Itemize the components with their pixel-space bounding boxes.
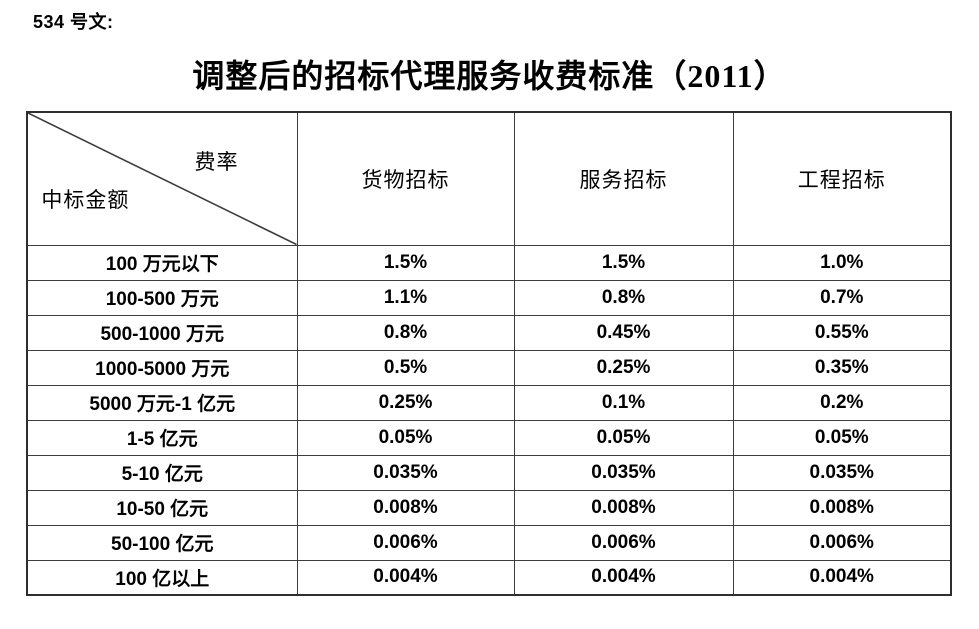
row-label: 100 万元以下 (26, 244, 298, 281)
row-label: 50-100 亿元 (26, 524, 298, 561)
doc-number-label: 534 号文: (33, 12, 114, 32)
rate-cell: 0.008% (513, 489, 734, 526)
corner-label-rate: 费率 (194, 149, 239, 174)
rate-cell: 0.25% (296, 384, 515, 421)
column-header-goods: 货物招标 (296, 111, 515, 246)
row-label: 1-5 亿元 (26, 419, 298, 456)
rate-cell: 0.05% (513, 419, 734, 456)
row-label: 100 亿以上 (26, 559, 298, 596)
corner-label-amount: 中标金额 (41, 188, 130, 212)
table-row: 1000-5000 万元 0.5% 0.25% 0.35% (26, 349, 952, 386)
rate-cell: 0.35% (732, 349, 952, 386)
rate-cell: 0.008% (296, 489, 515, 526)
table-row: 100 亿以上 0.004% 0.004% 0.004% (26, 559, 952, 596)
column-header-works: 工程招标 (732, 111, 952, 246)
rate-cell: 1.5% (513, 244, 734, 281)
fee-rate-table: 费率 中标金额 货物招标 服务招标 工程招标 100 万元以下 1.5% 1.5… (26, 111, 952, 596)
rate-cell: 0.25% (513, 349, 734, 386)
corner-cell: 费率 中标金额 (26, 111, 298, 246)
rate-cell: 0.05% (296, 419, 515, 456)
rate-cell: 0.45% (513, 314, 734, 351)
row-label: 100-500 万元 (26, 279, 298, 316)
rate-cell: 0.008% (732, 489, 952, 526)
rate-cell: 0.7% (732, 279, 952, 316)
row-label: 500-1000 万元 (26, 314, 298, 351)
row-label: 5-10 亿元 (26, 454, 298, 491)
rate-cell: 1.0% (732, 244, 952, 281)
table-row: 10-50 亿元 0.008% 0.008% 0.008% (26, 489, 952, 526)
rate-cell: 0.1% (513, 384, 734, 421)
rate-cell: 0.035% (513, 454, 734, 491)
table-row: 100-500 万元 1.1% 0.8% 0.7% (26, 279, 952, 316)
rate-cell: 0.8% (296, 314, 515, 351)
rate-cell: 0.004% (732, 559, 952, 596)
table-row: 1-5 亿元 0.05% 0.05% 0.05% (26, 419, 952, 456)
rate-cell: 0.8% (513, 279, 734, 316)
page-title: 调整后的招标代理服务收费标准（2011） (192, 58, 787, 94)
table-row: 500-1000 万元 0.8% 0.45% 0.55% (26, 314, 952, 351)
row-label: 5000 万元-1 亿元 (26, 384, 298, 421)
row-label: 10-50 亿元 (26, 489, 298, 526)
row-label: 1000-5000 万元 (26, 349, 298, 386)
rate-cell: 0.2% (732, 384, 952, 421)
rate-cell: 0.006% (732, 524, 952, 561)
table-row: 50-100 亿元 0.006% 0.006% 0.006% (26, 524, 952, 561)
rate-cell: 0.035% (296, 454, 515, 491)
rate-cell: 0.004% (513, 559, 734, 596)
column-header-services: 服务招标 (513, 111, 734, 246)
diagonal-divider-line (28, 113, 296, 244)
rate-cell: 0.5% (296, 349, 515, 386)
rate-cell: 0.55% (732, 314, 952, 351)
rate-cell: 0.035% (732, 454, 952, 491)
rate-cell: 1.5% (296, 244, 515, 281)
rate-cell: 0.05% (732, 419, 952, 456)
rate-cell: 0.004% (296, 559, 515, 596)
table-row: 5-10 亿元 0.035% 0.035% 0.035% (26, 454, 952, 491)
rate-cell: 1.1% (296, 279, 515, 316)
rate-cell: 0.006% (513, 524, 734, 561)
table-header-row: 费率 中标金额 货物招标 服务招标 工程招标 (26, 111, 952, 246)
rate-cell: 0.006% (296, 524, 515, 561)
table-row: 100 万元以下 1.5% 1.5% 1.0% (26, 244, 952, 281)
table-row: 5000 万元-1 亿元 0.25% 0.1% 0.2% (26, 384, 952, 421)
